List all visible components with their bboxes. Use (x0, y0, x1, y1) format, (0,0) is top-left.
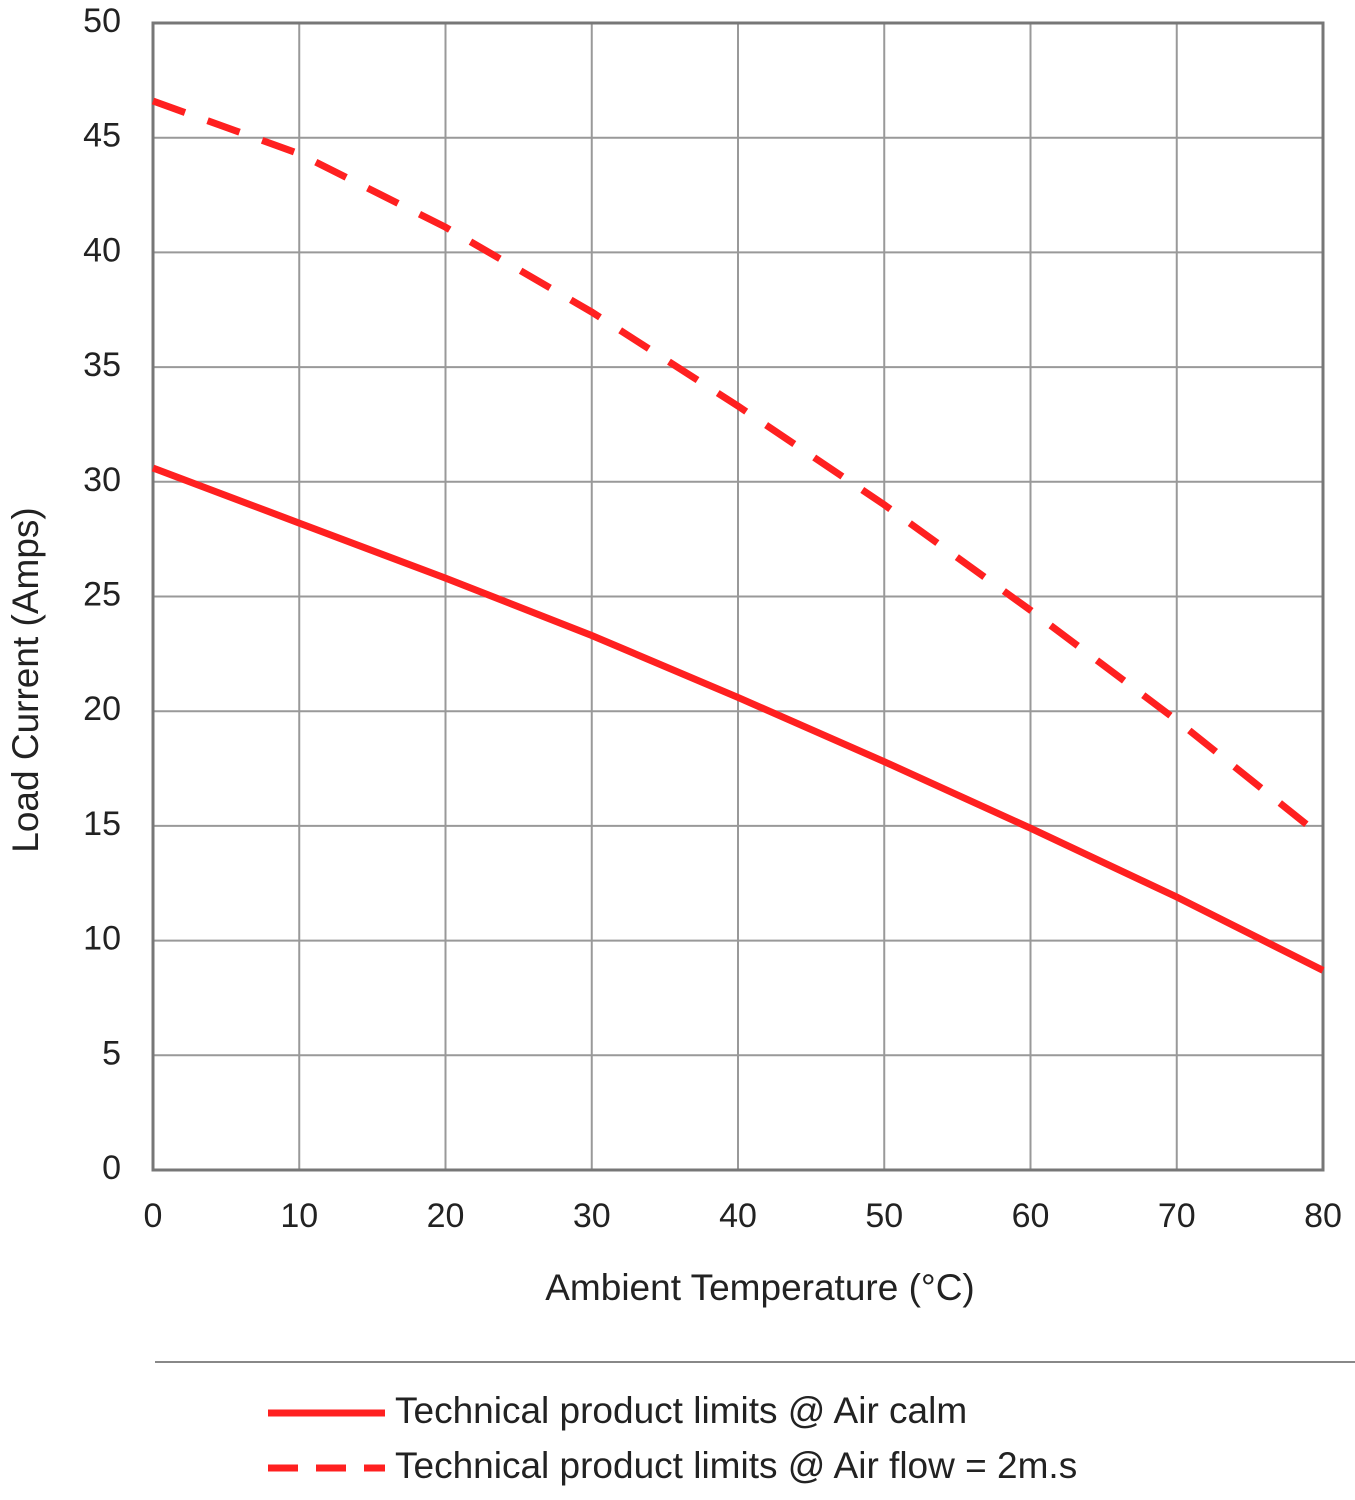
legend-label: Technical product limits @ Air calm (395, 1390, 967, 1431)
plot-frame (151, 21, 1325, 1172)
x-axis-label: Ambient Temperature (°C) (545, 1267, 975, 1308)
y-tick-label: 35 (83, 346, 121, 384)
y-tick-label: 30 (83, 461, 121, 499)
y-tick-label: 25 (83, 575, 121, 613)
y-axis-label: Load Current (Amps) (5, 507, 46, 852)
y-tick-label: 0 (102, 1149, 121, 1187)
y-tick-label: 5 (102, 1034, 121, 1072)
x-tick-label: 20 (427, 1197, 465, 1235)
series-line (151, 97, 1311, 829)
x-tick-label: 30 (573, 1197, 611, 1235)
y-tick-label: 10 (83, 920, 121, 958)
x-tick-label: 70 (1158, 1197, 1196, 1235)
x-tick-label: 40 (719, 1197, 757, 1235)
y-tick-label: 50 (83, 2, 121, 40)
y-tick-label: 15 (83, 805, 121, 843)
x-tick-label: 0 (144, 1197, 163, 1235)
x-tick-label: 60 (1012, 1197, 1050, 1235)
legend-label: Technical product limits @ Air flow = 2m… (395, 1445, 1077, 1486)
y-tick-label: 40 (83, 231, 121, 269)
y-tick-label: 20 (83, 690, 121, 728)
x-tick-label: 80 (1304, 1197, 1342, 1235)
series-line (151, 464, 1325, 974)
x-tick-label: 10 (280, 1197, 318, 1235)
y-tick-label: 45 (83, 117, 121, 155)
x-tick-label: 50 (865, 1197, 903, 1235)
